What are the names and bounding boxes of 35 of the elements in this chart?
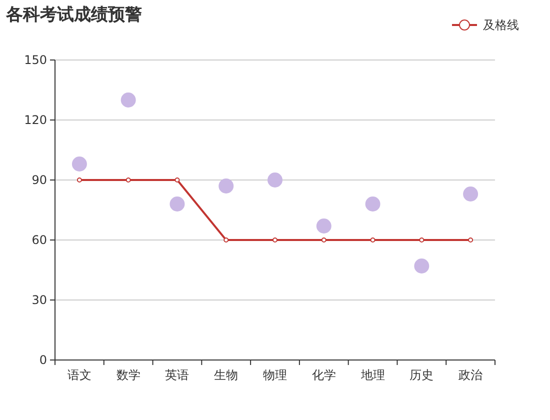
x-tick-label: 英语 xyxy=(165,368,190,382)
point xyxy=(463,186,478,202)
y-tick-label: 90 xyxy=(32,173,47,187)
point xyxy=(224,238,229,242)
point xyxy=(316,218,332,234)
point xyxy=(321,238,326,242)
y-tick-label: 60 xyxy=(32,233,47,247)
x-tick-label: 语文 xyxy=(67,368,92,382)
x-tick-label: 历史 xyxy=(410,368,434,382)
x-tick-label: 生物 xyxy=(214,368,238,382)
point xyxy=(170,196,185,212)
point xyxy=(174,178,180,182)
point xyxy=(272,238,278,242)
y-tick-label: 150 xyxy=(24,53,47,67)
y-tick-label: 30 xyxy=(32,293,47,307)
x-tick-label: 化学 xyxy=(312,368,336,382)
point xyxy=(365,196,380,212)
point xyxy=(76,178,82,182)
legend-label: 及格线 xyxy=(483,18,519,32)
point xyxy=(468,238,474,242)
y-tick-label: 120 xyxy=(24,113,47,127)
point xyxy=(126,178,131,182)
x-tick-label: 物理 xyxy=(263,368,287,382)
x-tick-label: 数学 xyxy=(116,368,140,382)
point xyxy=(120,92,136,108)
x-tick-label: 政治 xyxy=(458,368,483,382)
point xyxy=(414,258,430,274)
chart-title: 各科考试成绩预警 xyxy=(5,5,142,25)
y-tick-label: 0 xyxy=(39,353,47,367)
point xyxy=(268,172,282,188)
point xyxy=(370,238,376,242)
point xyxy=(72,156,87,172)
point xyxy=(218,178,234,194)
x-tick-label: 地理 xyxy=(360,368,385,382)
point xyxy=(419,238,424,242)
